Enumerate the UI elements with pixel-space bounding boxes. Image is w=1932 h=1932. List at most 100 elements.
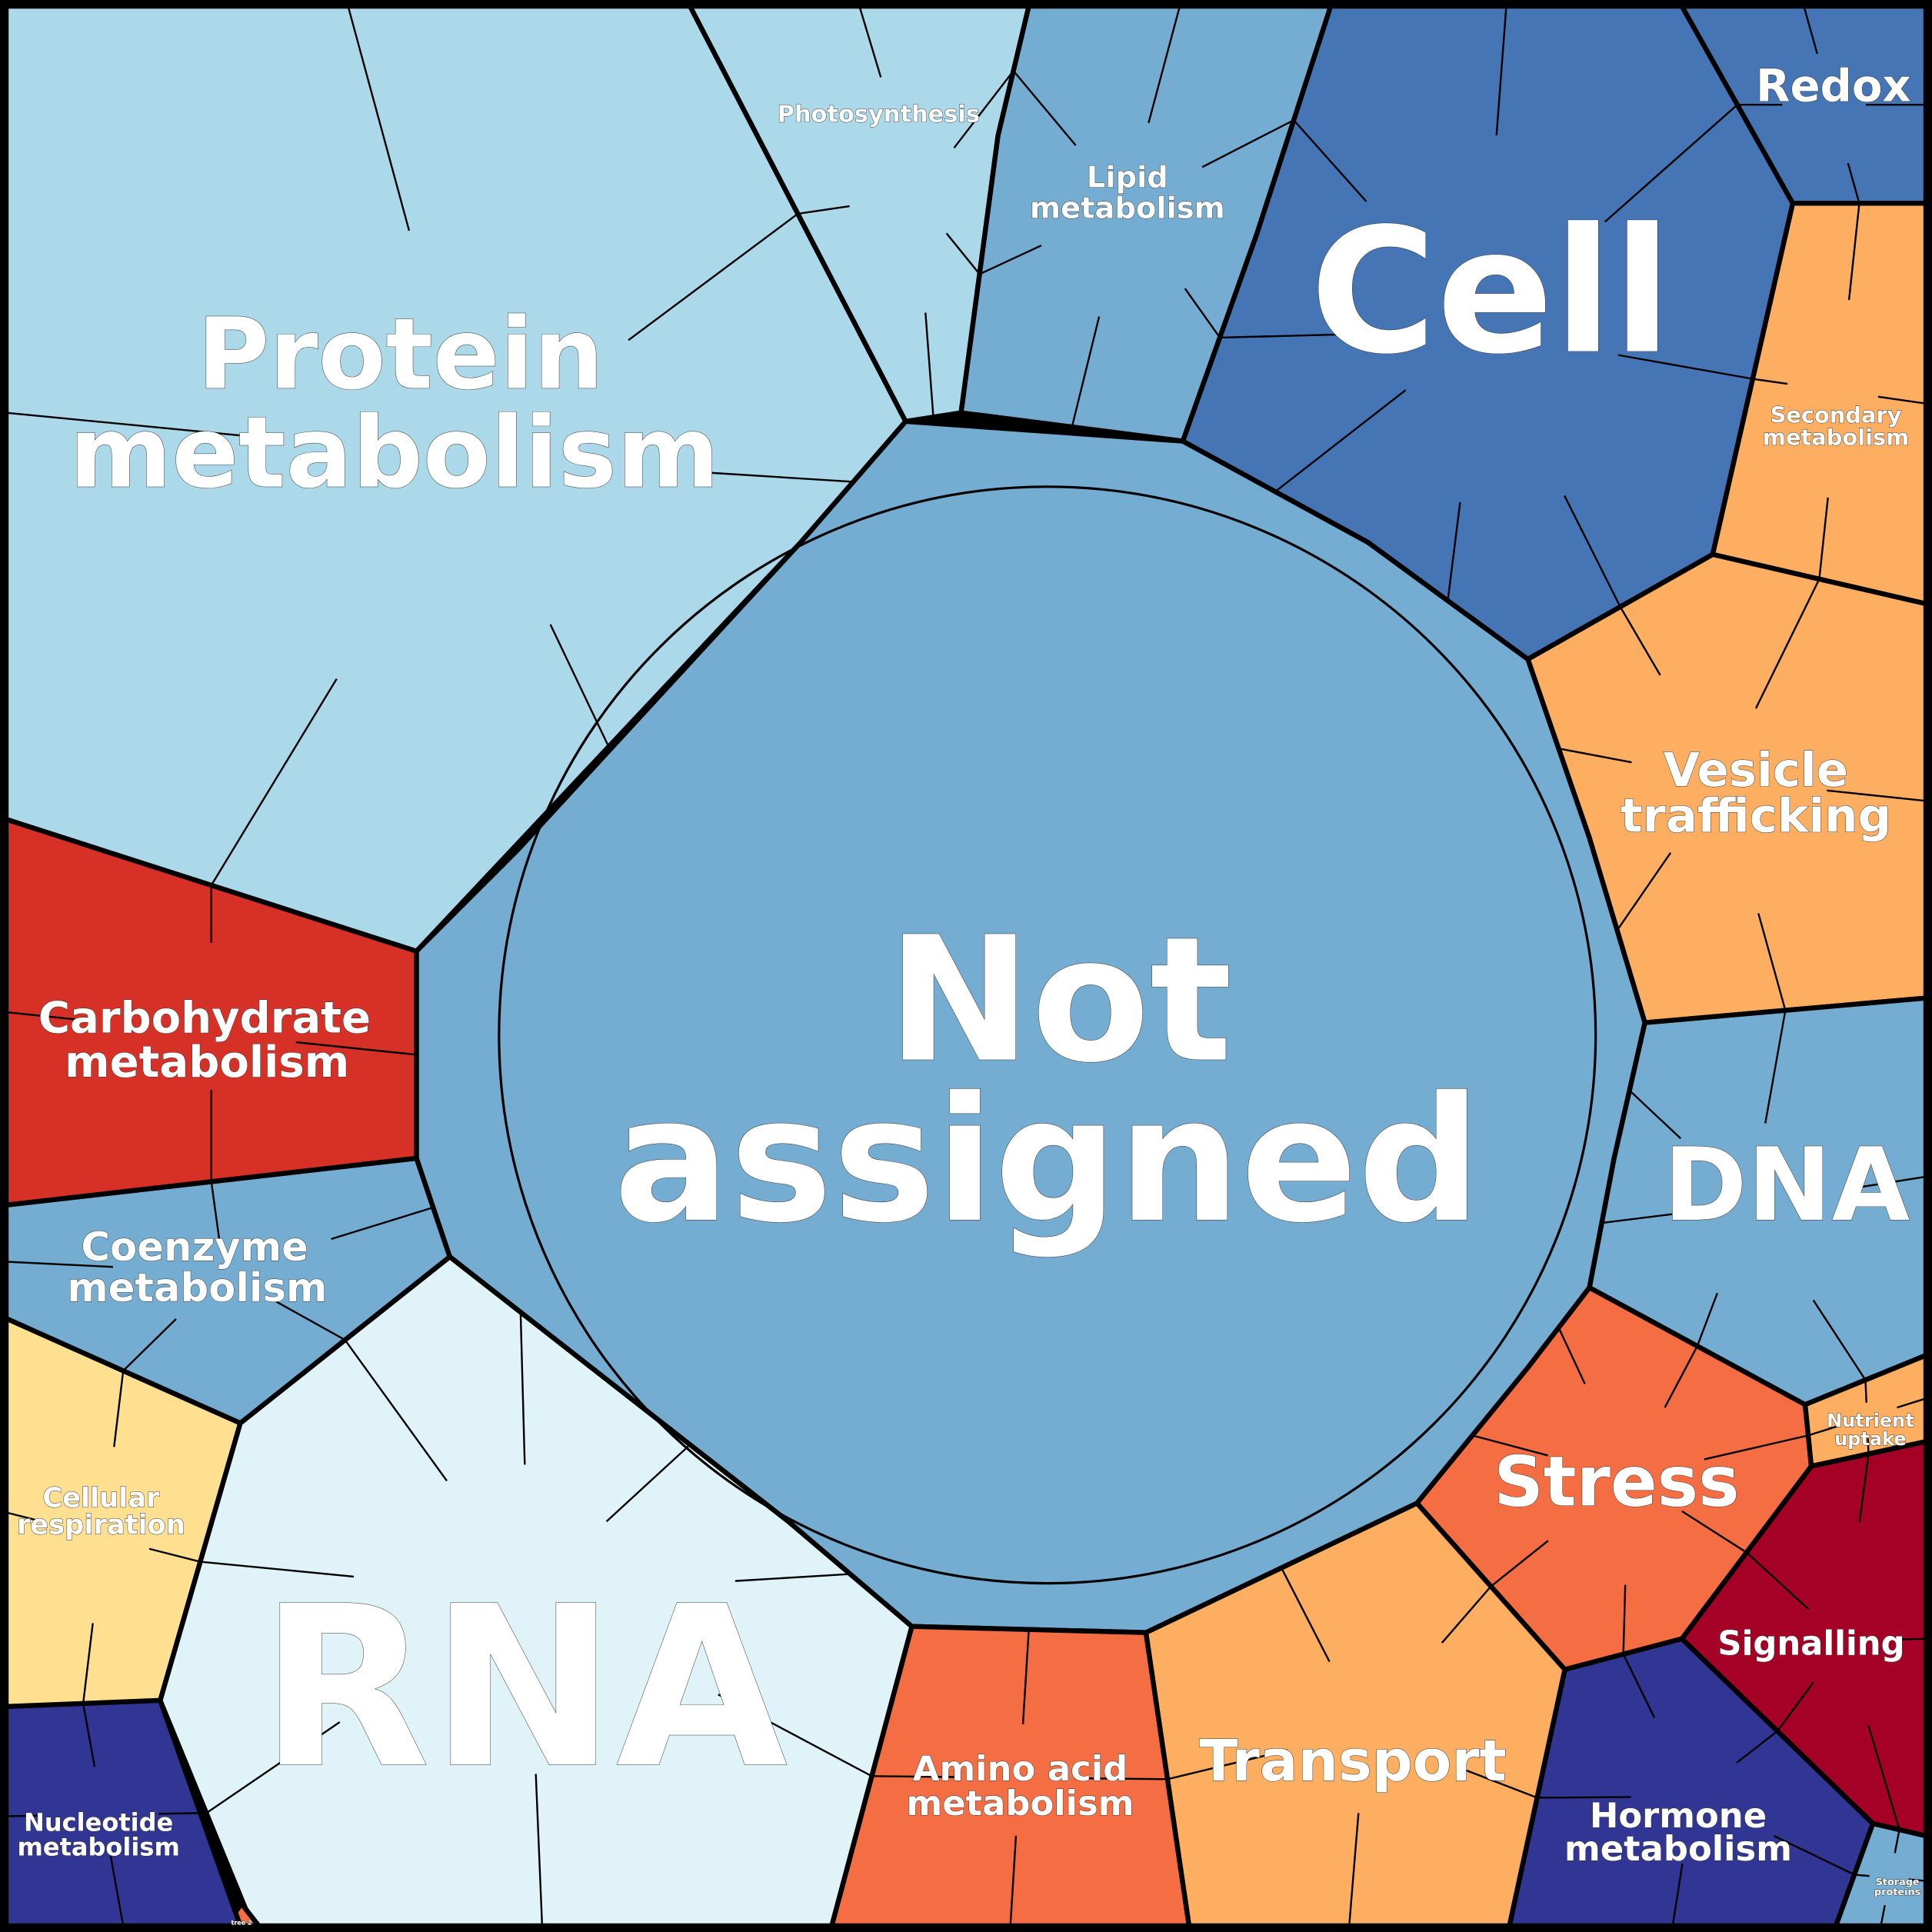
label-dna: DNA [1664, 1126, 1910, 1244]
label-not-assigned: assigned [614, 1060, 1481, 1261]
subcell-border [871, 1775, 957, 1778]
subcell-border [1864, 1380, 1867, 1403]
subcell-border [82, 1703, 96, 1767]
label-coenzyme-metabolism: metabolism [67, 1265, 327, 1311]
subcell-border [605, 1444, 691, 1523]
label-nucleotide-metabolism: Nucleotide [24, 1808, 173, 1837]
subcell-border [1812, 1299, 1867, 1381]
subcell-border [706, 471, 854, 483]
subcell-border [1447, 501, 1461, 601]
label-secondary-metabolism: metabolism [1763, 424, 1909, 450]
subcell-border [1293, 119, 1367, 202]
label-lipid-metabolism: metabolism [1030, 192, 1225, 226]
subcell-border [1074, 1777, 1168, 1780]
subcell-border [1847, 203, 1860, 301]
subcell-border [1867, 1438, 1870, 1454]
subcell-border [270, 1297, 346, 1341]
subcell-border [734, 1573, 851, 1582]
subcell-border [1880, 1904, 1886, 1927]
subcell-border [1148, 5, 1181, 124]
subcell-border [1908, 1878, 1927, 1882]
subcell-border [5, 411, 240, 437]
center-inner-ring [498, 485, 1597, 1585]
subcell-border [1628, 1089, 1682, 1140]
subcell-border [1472, 1434, 1549, 1457]
label-vesicle-trafficking: trafficking [1621, 788, 1891, 843]
subcell-border [718, 1694, 873, 1777]
subcell-border [1696, 1292, 1718, 1347]
subcell-border [1274, 389, 1407, 493]
subcell-border [205, 1721, 341, 1814]
subcell-border [858, 5, 882, 78]
cell-storage-proteins [1833, 1820, 1929, 1929]
subcell-border [1803, 5, 1818, 55]
subcell-border [1867, 1724, 1900, 1830]
subcell-border [1827, 789, 1927, 802]
label-nutrient-uptake: Nutrient [1827, 1410, 1914, 1431]
subcell-border [953, 70, 1014, 149]
subcell-border [1441, 1585, 1492, 1644]
subcell-border [1704, 1434, 1809, 1461]
subcell-border [1009, 1835, 1018, 1927]
subcell-border [1807, 1424, 1840, 1437]
label-not-assigned: Not [887, 900, 1232, 1101]
subcell-border [535, 1774, 544, 1927]
label-nucleotide-metabolism: metabolism [17, 1833, 179, 1862]
subcell-border [519, 1312, 526, 1465]
subcell-border [1622, 1654, 1656, 1719]
subcell-border [109, 1854, 125, 1927]
subcell-border [1818, 497, 1829, 580]
label-transport: Transport [1199, 1729, 1507, 1794]
label-photosynthesis: Photosynthesis [778, 102, 980, 128]
label-nutrient-uptake: uptake [1834, 1428, 1907, 1450]
subcell-border [1071, 316, 1101, 428]
label-cell: Cell [1310, 192, 1671, 392]
subcell-border [158, 1812, 201, 1815]
subcell-border [1021, 1629, 1030, 1725]
subcell-border [344, 1339, 448, 1482]
subcell-border [1601, 1210, 1696, 1224]
cell-carbohydrate-metabolism [3, 817, 419, 1208]
subcell-border [1846, 1175, 1927, 1191]
label-stress: Stress [1494, 1443, 1739, 1523]
label-carbohydrate-metabolism: Carbohydrate [38, 994, 371, 1044]
label-storage-proteins: proteins [1874, 1887, 1921, 1898]
subcell-border [1201, 119, 1294, 168]
subcell-border [1887, 1637, 1927, 1641]
subcell-border [200, 1561, 355, 1578]
label-hormone-metabolism: metabolism [1564, 1828, 1792, 1869]
subcell-border [210, 678, 338, 886]
subcell-border [1462, 1768, 1537, 1799]
subcell-border [1537, 1796, 1631, 1799]
label-cellular-respiration: Cellular [42, 1482, 160, 1514]
subcell-border [1858, 1454, 1870, 1523]
label-amino-acid-metabolism: metabolism [907, 1783, 1134, 1824]
subcell-border [295, 1041, 417, 1056]
subcell-border [5, 1261, 113, 1268]
subcell-border [1773, 1834, 1855, 1876]
subcell-border [5, 1511, 43, 1523]
subcell-border [331, 1206, 434, 1241]
subcell-border [1558, 748, 1632, 764]
label-cellular-respiration: respiration [17, 1510, 185, 1541]
subcell-border [5, 1814, 41, 1817]
label-tree-2: tree 2 [232, 1919, 252, 1926]
label-carbohydrate-metabolism: metabolism [65, 1038, 349, 1088]
subcell-border [945, 232, 981, 275]
subcell-border [1847, 162, 1860, 204]
subcell-border [1754, 578, 1820, 709]
subcell-border [122, 1318, 177, 1372]
subcell-border [1671, 1863, 1684, 1927]
subcell-border [1617, 354, 1754, 380]
label-signalling: Signalling [1717, 1625, 1904, 1664]
label-protein-metabolism: metabolism [69, 396, 720, 511]
subcell-border [798, 205, 850, 215]
label-storage-proteins: Storage [1876, 1877, 1920, 1888]
subcell-border [1664, 1345, 1698, 1408]
subcell-border [1167, 1749, 1288, 1780]
subcell-border [1557, 1327, 1586, 1384]
subcell-border [1736, 1730, 1778, 1764]
subcell-border [549, 624, 610, 748]
